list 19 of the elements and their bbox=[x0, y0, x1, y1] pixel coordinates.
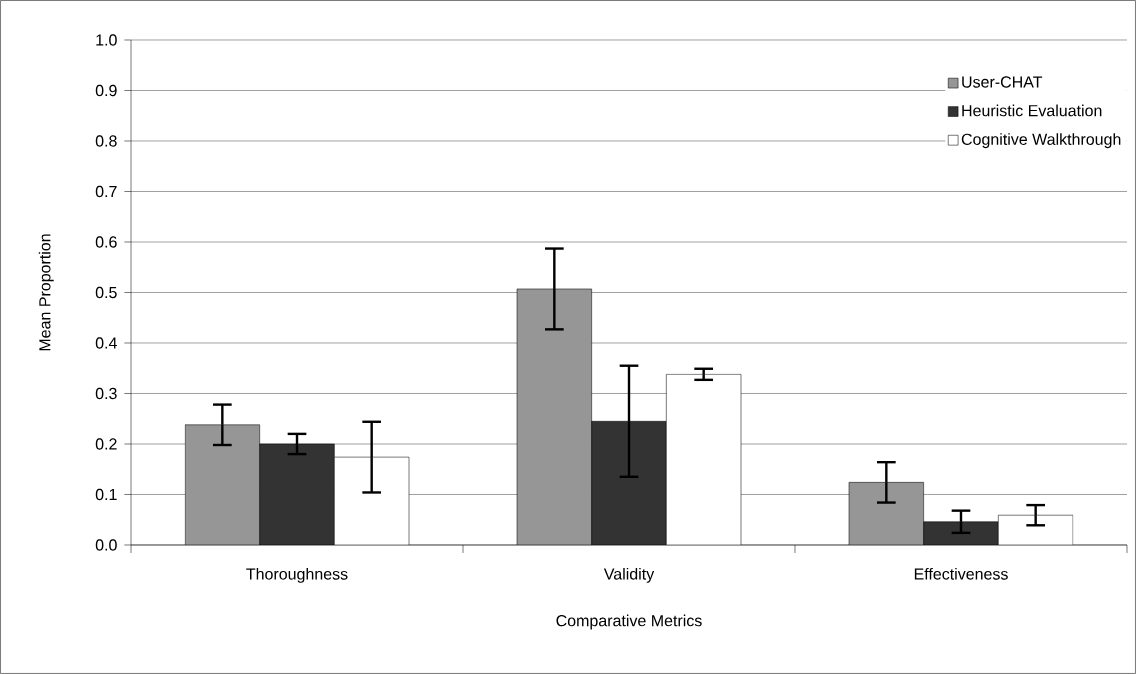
y-tick-label: 0.5 bbox=[95, 286, 117, 299]
x-axis-title: Comparative Metrics bbox=[556, 614, 702, 630]
y-tick-label: 0.6 bbox=[95, 236, 117, 248]
y-tick-label: 0.9 bbox=[95, 84, 117, 97]
y-tick-label: 1.0 bbox=[96, 34, 117, 46]
y-tick-label: 0.8 bbox=[95, 135, 117, 147]
y-tick-label: 0.2 bbox=[95, 438, 117, 450]
y-tick-label: 0.4 bbox=[95, 337, 117, 349]
y-tick-label: 0.0 bbox=[95, 539, 117, 551]
x-tick-label: Thoroughness bbox=[246, 567, 348, 583]
legend-label: Heuristic Evaluation bbox=[962, 104, 1102, 117]
y-tick-label: 0.7 bbox=[95, 185, 117, 198]
y-tick-label: 0.1 bbox=[95, 488, 117, 501]
x-tick-label: Effectiveness bbox=[914, 567, 1008, 580]
legend-label: User-CHAT bbox=[962, 76, 1043, 88]
y-tick-label: 0.3 bbox=[95, 387, 117, 400]
legend-label: Cognitive Walkthrough bbox=[961, 133, 1121, 149]
y-axis-title: Mean Proportion bbox=[38, 234, 54, 351]
x-tick-label: Validity bbox=[603, 567, 655, 583]
